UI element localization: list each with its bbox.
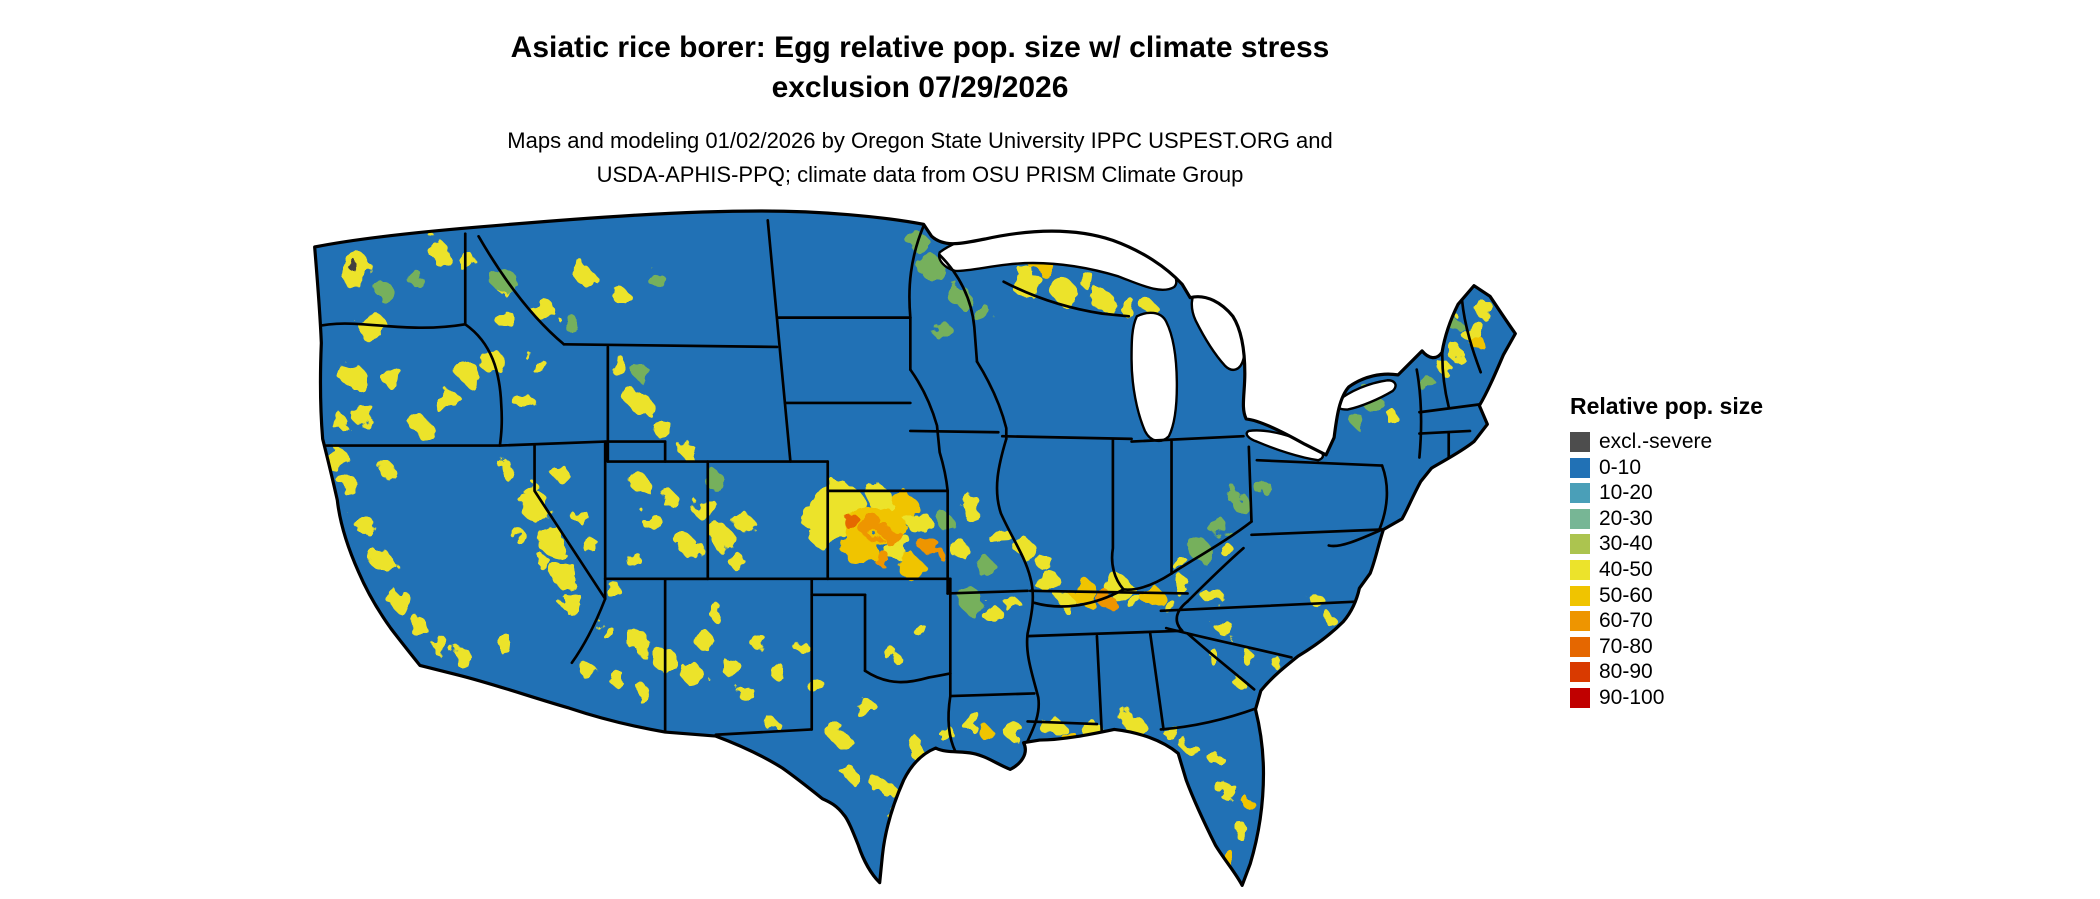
legend-label: 10-20: [1599, 481, 1653, 505]
legend-swatch-10-20: [1570, 483, 1590, 504]
lake-michigan: [1130, 311, 1179, 443]
legend-swatch-40-50: [1570, 559, 1590, 580]
legend-row: 80-90: [1570, 660, 1870, 684]
legend-label: 20-30: [1599, 506, 1653, 530]
legend-swatch-0-10: [1570, 457, 1590, 478]
map-subtitle: Maps and modeling 01/02/2026 by Oregon S…: [0, 124, 1840, 192]
us-map-svg: [313, 209, 1517, 887]
legend-label: 30-40: [1599, 532, 1653, 556]
us-landmass: [314, 211, 1516, 886]
legend-row: 50-60: [1570, 583, 1870, 607]
us-choropleth-map: [308, 204, 1534, 899]
legend-row: 70-80: [1570, 634, 1870, 658]
legend-label: 60-70: [1599, 609, 1653, 633]
population-raster-patches: [325, 232, 1499, 868]
legend-swatch-90-100: [1570, 687, 1590, 708]
legend-row: 40-50: [1570, 557, 1870, 581]
legend-row: excl.-severe: [1570, 430, 1870, 453]
legend-row: 90-100: [1570, 685, 1870, 709]
map-title-line1: Asiatic rice borer: Egg relative pop. si…: [510, 31, 1330, 64]
legend-row: 20-30: [1570, 506, 1870, 530]
legend-label: 90-100: [1599, 685, 1665, 709]
legend-row: 10-20: [1570, 481, 1870, 505]
legend-swatch-30-40: [1570, 534, 1590, 555]
legend-swatch-excl-severe: [1570, 432, 1590, 452]
map-title: Asiatic rice borer: Egg relative pop. si…: [0, 28, 1840, 108]
map-legend: Relative pop. size excl.-severe 0-10 10-…: [1570, 393, 1870, 714]
legend-row: 60-70: [1570, 609, 1870, 633]
map-subtitle-line2: USDA-APHIS-PPQ; climate data from OSU PR…: [596, 162, 1244, 187]
legend-label: 0-10: [1599, 455, 1642, 479]
state-borders: [314, 219, 1483, 754]
legend-swatch-60-70: [1570, 611, 1590, 632]
legend-label: 50-60: [1599, 583, 1653, 607]
legend-swatch-50-60: [1570, 585, 1590, 606]
map-subtitle-line1: Maps and modeling 01/02/2026 by Oregon S…: [507, 128, 1333, 153]
legend-label: excl.-severe: [1599, 430, 1713, 453]
legend-swatch-20-30: [1570, 508, 1590, 529]
legend-title: Relative pop. size: [1570, 393, 1764, 419]
map-title-line2: exclusion 07/29/2026: [771, 71, 1069, 104]
legend-row: 30-40: [1570, 532, 1870, 556]
legend-label: 80-90: [1599, 660, 1653, 684]
legend-swatch-80-90: [1570, 662, 1590, 683]
legend-label: 40-50: [1599, 557, 1653, 581]
legend-row: 0-10: [1570, 455, 1870, 479]
legend-label: 70-80: [1599, 634, 1653, 658]
legend-swatch-70-80: [1570, 636, 1590, 657]
lake-ontario: [1334, 379, 1397, 411]
great-lakes: [937, 227, 1397, 462]
